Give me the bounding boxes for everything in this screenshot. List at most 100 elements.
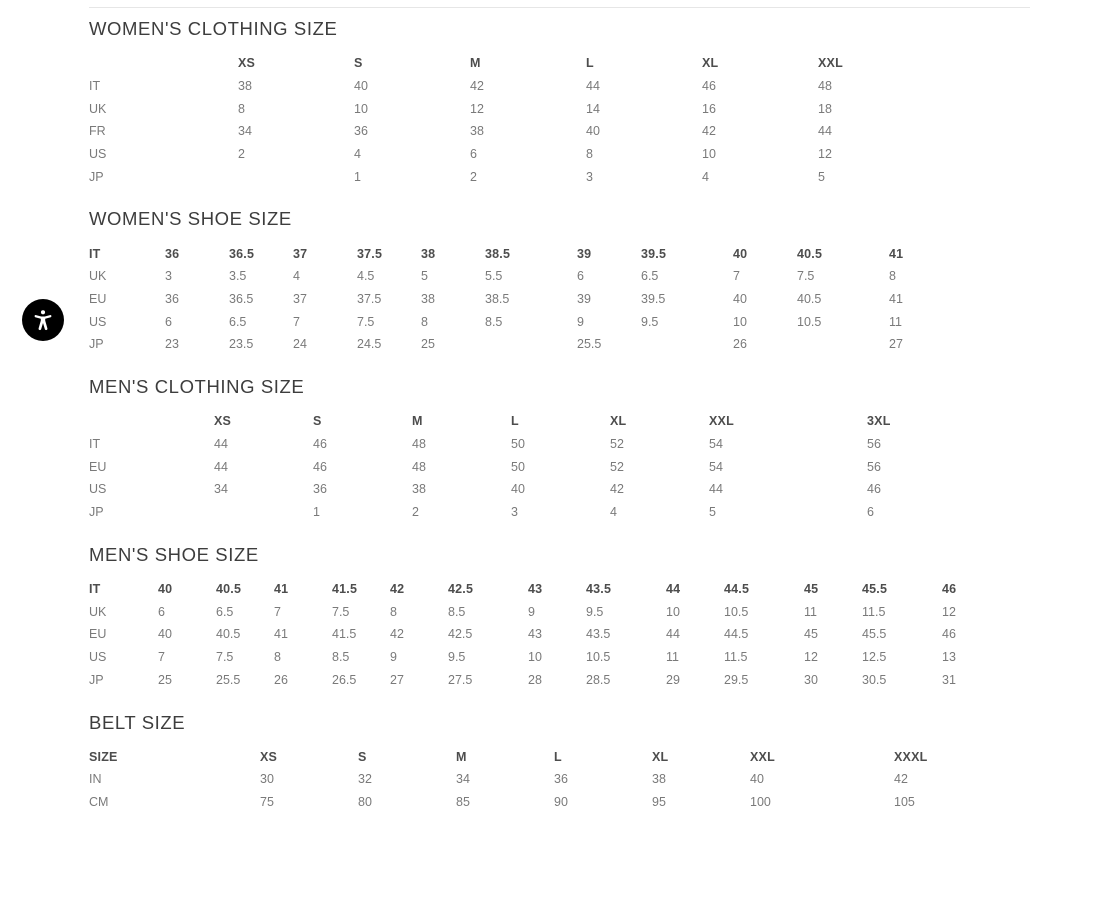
table-cell: 28.5: [586, 672, 611, 687]
column-header: M: [412, 414, 423, 429]
table-cell: 42: [390, 627, 404, 642]
table-cell: 38: [412, 482, 426, 497]
column-header: 3XL: [867, 414, 891, 429]
row-label: EU: [89, 292, 107, 306]
table-cell: 50: [511, 437, 525, 451]
table-cell: 5: [421, 269, 428, 284]
table-row: JP 25 25.5 26 26.5 27 27.5 28 28.5 29 29.5 30 30.5 31: [89, 669, 1000, 692]
row-label: IT: [89, 78, 101, 93]
table-cell: 2: [470, 169, 477, 184]
table-cell: 6.5: [216, 604, 234, 619]
table-cell: [797, 333, 889, 356]
table-cell: 48: [412, 437, 426, 451]
accessibility-button[interactable]: [22, 299, 64, 341]
size-table-belt: SIZE XS S M L XL XXL XXXL IN 30 32 34 36 38 40 42 CM 75 80…: [89, 746, 992, 814]
row-label: JP: [89, 505, 104, 520]
table-cell: 46: [313, 437, 327, 451]
table-cell: 42: [894, 772, 908, 787]
table-corner-label: IT: [89, 246, 101, 261]
size-table-mens-shoe: IT 40 40.5 41 41.5 42 42.5 43 43.5 44 44.5 45 45.5 46…: [89, 578, 1000, 692]
row-label: JP: [89, 169, 104, 184]
table-row: US 2 4 6 8 10 12: [89, 143, 934, 166]
section-womens-clothing: WOMEN'S CLOTHING SIZE XS S M L XL XXL IT 38 40 42 4…: [89, 18, 1099, 188]
table-cell: 27: [390, 672, 404, 687]
table-row: IT 38 40 42 44 46 48: [89, 75, 934, 98]
row-label: EU: [89, 627, 107, 642]
table-cell: 8: [889, 269, 896, 284]
column-header: L: [554, 749, 562, 764]
row-label: FR: [89, 124, 106, 139]
column-header: 45.5: [862, 582, 888, 596]
row-label: UK: [89, 269, 107, 284]
column-header: L: [586, 56, 594, 71]
table-cell: 6: [867, 505, 874, 520]
table-cell: 40: [750, 772, 764, 787]
table-cell: 16: [702, 101, 716, 116]
column-header: M: [470, 56, 481, 71]
table-cell: 42: [470, 78, 484, 93]
table-row: IN 30 32 34 36 38 40 42: [89, 768, 992, 791]
column-header: 40.5: [216, 582, 242, 596]
table-cell: 30: [260, 772, 274, 787]
table-corner-label: SIZE: [89, 749, 118, 764]
table-cell: 52: [610, 459, 624, 474]
table-cell: 11: [666, 650, 679, 665]
table-cell: 26.5: [332, 672, 357, 687]
top-divider: [89, 7, 1030, 8]
table-cell: 44: [214, 437, 228, 451]
column-header: XS: [214, 414, 232, 429]
table-cell: 10.5: [724, 604, 749, 619]
table-cell: 36.5: [229, 292, 254, 306]
row-label: US: [89, 147, 107, 161]
table-cell: 37: [293, 292, 307, 306]
table-cell: 8.5: [332, 650, 350, 665]
table-cell: 48: [412, 459, 426, 474]
table-row: UK 6 6.5 7 7.5 8 8.5 9 9.5 10 10.5 11 11.5 12: [89, 601, 1000, 624]
table-row: JP 1 2 3 4 5: [89, 166, 934, 189]
table-cell: 40: [354, 78, 368, 93]
table-cell: 29.5: [724, 672, 749, 687]
table-cell: 85: [456, 795, 470, 810]
table-cell: 38: [238, 78, 252, 93]
table-row: FR 34 36 38 40 42 44: [89, 120, 934, 143]
table-cell: 30: [804, 672, 818, 687]
table-cell: 46: [942, 627, 956, 642]
table-cell: 90: [554, 795, 568, 810]
table-cell: 41: [889, 292, 903, 306]
table-cell: 10: [702, 147, 716, 161]
table-cell: 6.5: [229, 314, 247, 329]
row-label: JP: [89, 337, 104, 352]
table-cell: 41: [274, 627, 288, 642]
row-label: IT: [89, 437, 101, 451]
table-cell: [485, 333, 577, 356]
column-header: 41.5: [332, 582, 358, 596]
table-cell: 80: [358, 795, 372, 810]
table-row: UK 8 10 12 14 16 18: [89, 98, 934, 121]
table-cell: 46: [313, 459, 327, 474]
table-cell: 38: [421, 292, 435, 306]
table-cell: 12: [818, 147, 832, 161]
table-cell: 25.5: [577, 337, 602, 352]
table-cell: 1: [354, 169, 361, 184]
column-header: 44: [666, 582, 681, 596]
table-cell: 38: [470, 124, 484, 139]
row-label: JP: [89, 672, 104, 687]
table-cell: 54: [709, 437, 723, 451]
table-cell: 5: [709, 505, 716, 520]
table-header-row: IT 40 40.5 41 41.5 42 42.5 43 43.5 44 44.5 45 45.5 46: [89, 578, 1000, 601]
column-header: S: [358, 749, 367, 764]
table-cell: 8: [274, 650, 281, 665]
table-cell: 3: [586, 169, 593, 184]
row-label: UK: [89, 101, 107, 116]
table-cell: 42.5: [448, 627, 473, 642]
table-cell: 7.5: [797, 269, 815, 284]
table-cell: 36: [354, 124, 368, 139]
section-title-mens-shoe: MEN'S SHOE SIZE: [89, 543, 259, 565]
table-cell: 14: [586, 101, 600, 116]
table-cell: 7.5: [216, 650, 234, 665]
table-row: JP 1 2 3 4 5 6: [89, 501, 966, 524]
table-cell: 6: [158, 604, 165, 619]
table-cell: 8: [586, 147, 593, 161]
table-cell: 36: [554, 772, 568, 787]
size-table-mens-clothing: XS S M L XL XXL 3XL IT 44 46 48 50 52 54 56 EU 44 46 48 50 5…: [89, 410, 966, 524]
